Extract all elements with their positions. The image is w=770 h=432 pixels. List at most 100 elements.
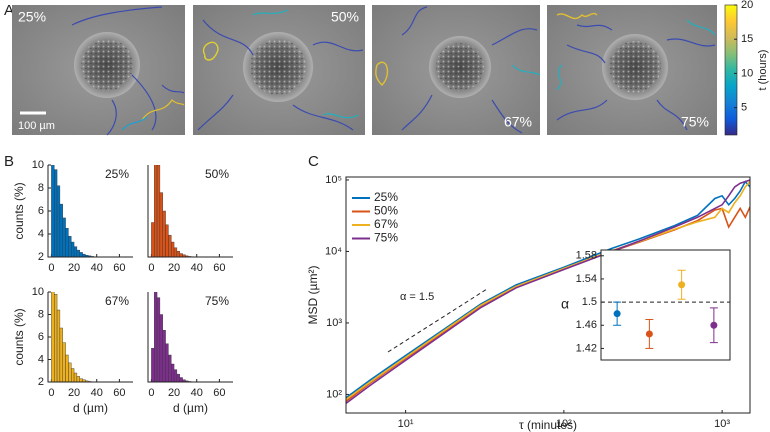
x-tick-label: 0 (148, 387, 154, 399)
image-label: 67% (504, 114, 532, 130)
x-tick-label: 40 (91, 387, 103, 399)
bar (165, 343, 169, 382)
bar (173, 369, 178, 382)
bar (76, 249, 80, 257)
legend-label: 25% (374, 190, 398, 204)
bar (171, 241, 175, 257)
axis (147, 165, 233, 258)
bar (168, 354, 172, 382)
bar (151, 222, 155, 257)
point (710, 321, 718, 329)
legend-label: 67% (374, 217, 398, 231)
bar (51, 165, 55, 257)
bar (59, 203, 63, 257)
bar (179, 377, 183, 382)
image: 75% (547, 5, 717, 135)
point (678, 281, 686, 289)
x-tick-label: 40 (191, 262, 203, 274)
legend-label: 75% (374, 231, 398, 245)
y-tick-label: 10⁵ (325, 174, 342, 186)
slope-guide (387, 288, 488, 353)
x-tick-label: 10³ (714, 418, 730, 430)
image: 50% (193, 5, 365, 135)
y-tick-label: 10³ (326, 317, 342, 329)
bar (59, 327, 63, 382)
x-tick-label: 20 (68, 387, 80, 399)
y-axis-label: α (561, 296, 569, 312)
bar (159, 192, 163, 257)
bar (56, 185, 61, 257)
bar (168, 234, 172, 257)
bar (171, 363, 175, 382)
image-label: 50% (331, 9, 359, 25)
x-tick-label: 0 (48, 387, 54, 399)
bar (156, 165, 161, 257)
colorbar-tick-label: 20 (741, 0, 753, 11)
bar (73, 372, 78, 382)
line (346, 181, 750, 401)
y-tick-label: 1.54 (576, 273, 597, 285)
image-label: 25% (18, 9, 46, 25)
y-tick-label: 1.46 (576, 319, 597, 331)
bar (62, 217, 66, 257)
panel-label: 67% (105, 294, 129, 308)
bar (154, 292, 158, 382)
bar (65, 354, 69, 382)
x-tick-label: 60 (213, 262, 225, 274)
bar (79, 378, 83, 382)
y-tick-label: 10² (326, 388, 342, 400)
panel-label: 50% (205, 167, 229, 181)
panel-label: A (4, 2, 14, 19)
bar (76, 376, 80, 382)
x-tick-label: 10¹ (398, 418, 414, 430)
bar (179, 253, 183, 257)
bar (51, 292, 55, 382)
y-axis-label: counts (%) (12, 182, 26, 239)
x-axis-label: d (µm) (173, 401, 208, 415)
bar (54, 169, 58, 257)
x-tick-label: 40 (91, 262, 103, 274)
image: 25% 100 µm (12, 5, 185, 136)
y-tick-label: 4 (38, 353, 44, 365)
legend-label: 50% (374, 204, 398, 218)
x-axis-label: τ (minutes) (519, 418, 577, 432)
image: 67% (372, 5, 541, 135)
scale-bar-label: 100 µm (18, 120, 55, 132)
x-tick-label: 60 (113, 387, 125, 399)
x-tick-label: 20 (168, 387, 180, 399)
inset-bg (600, 249, 731, 361)
bar (68, 362, 72, 382)
point (613, 310, 621, 318)
y-tick-label: 1.58 (576, 250, 597, 262)
x-tick-label: 0 (48, 262, 54, 274)
axis (47, 292, 133, 383)
x-tick-label: 0 (148, 262, 154, 274)
bar (156, 297, 161, 382)
y-tick-label: 6 (38, 205, 44, 217)
axis (47, 165, 133, 258)
colorbar (724, 4, 738, 136)
colorbar-label: t (hours) (757, 50, 769, 91)
panel-label: C (308, 153, 319, 170)
image-label: 75% (681, 114, 709, 130)
bar (154, 165, 158, 257)
bar (162, 330, 166, 382)
panel-label: 75% (205, 294, 229, 308)
panel-label: 25% (105, 167, 129, 181)
bar (162, 210, 166, 257)
bar (176, 373, 180, 382)
bar (71, 241, 75, 257)
y-tick-label: 2 (38, 376, 44, 388)
colorbar-tick-label: 15 (741, 33, 753, 45)
y-tick-label: 8 (38, 308, 44, 320)
x-axis-label: d (µm) (73, 401, 108, 415)
bar (159, 314, 163, 382)
bar (71, 368, 75, 382)
axis (147, 292, 233, 383)
x-tick-label: 40 (191, 387, 203, 399)
bar (176, 251, 180, 257)
y-tick-label: 10 (32, 159, 44, 171)
y-tick-label: 6 (38, 331, 44, 343)
x-tick-label: 20 (168, 262, 180, 274)
